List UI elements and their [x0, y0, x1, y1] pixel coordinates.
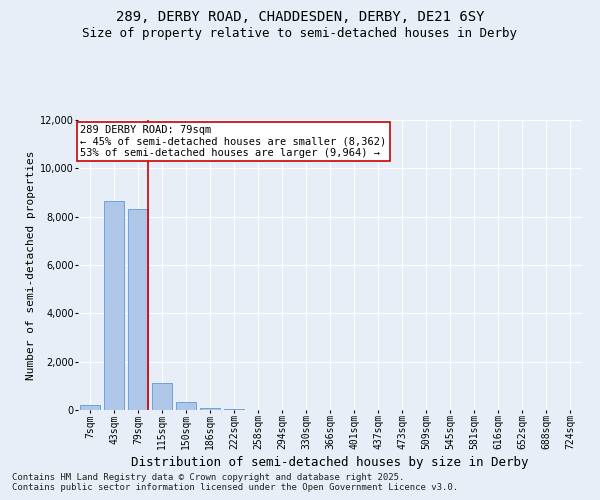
- Bar: [200, 408, 220, 410]
- Text: 289, DERBY ROAD, CHADDESDEN, DERBY, DE21 6SY: 289, DERBY ROAD, CHADDESDEN, DERBY, DE21…: [116, 10, 484, 24]
- Y-axis label: Number of semi-detached properties: Number of semi-detached properties: [26, 150, 36, 380]
- Text: 289 DERBY ROAD: 79sqm
← 45% of semi-detached houses are smaller (8,362)
53% of s: 289 DERBY ROAD: 79sqm ← 45% of semi-deta…: [80, 125, 386, 158]
- Bar: [176, 402, 196, 410]
- Text: Contains HM Land Registry data © Crown copyright and database right 2025.: Contains HM Land Registry data © Crown c…: [12, 474, 404, 482]
- X-axis label: Distribution of semi-detached houses by size in Derby: Distribution of semi-detached houses by …: [131, 456, 529, 469]
- Bar: [104, 201, 124, 410]
- Text: Contains public sector information licensed under the Open Government Licence v3: Contains public sector information licen…: [12, 484, 458, 492]
- Bar: [80, 405, 100, 410]
- Bar: [128, 210, 148, 410]
- Bar: [152, 384, 172, 410]
- Text: Size of property relative to semi-detached houses in Derby: Size of property relative to semi-detach…: [83, 28, 517, 40]
